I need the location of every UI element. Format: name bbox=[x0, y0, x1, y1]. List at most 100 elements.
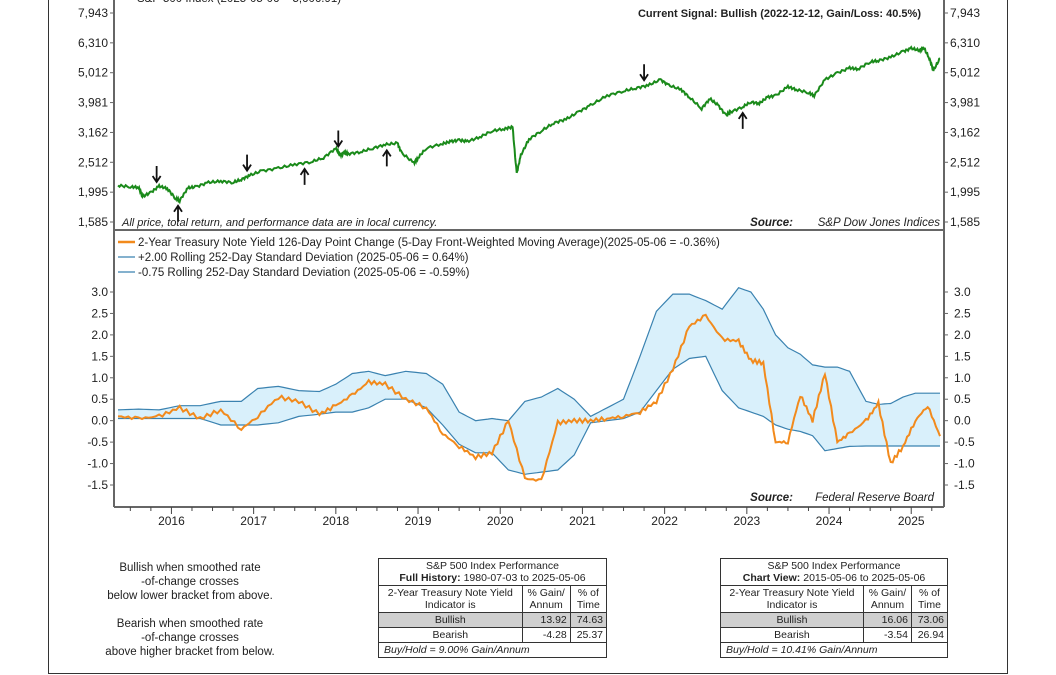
x-tick-label: 2023 bbox=[733, 514, 760, 528]
bearish-note-line: above higher bracket from below. bbox=[90, 645, 290, 659]
y-tick-label: 3,162 bbox=[78, 125, 108, 139]
col-time-header: % ofTime bbox=[911, 586, 947, 613]
y-tick-label: 5,012 bbox=[78, 66, 108, 80]
row-gain: -4.28 bbox=[522, 628, 570, 643]
y-tick-label: 1.0 bbox=[954, 371, 971, 385]
table-row: Bullish 13.92 74.63 bbox=[379, 613, 607, 628]
row-time: 74.63 bbox=[570, 613, 606, 628]
y-tick-label: 1.5 bbox=[91, 349, 108, 363]
sell-signal-arrow bbox=[153, 166, 161, 182]
y-tick-label: 1.0 bbox=[91, 371, 108, 385]
y-tick-label: 1.5 bbox=[954, 349, 971, 363]
col-indicator-header: 2-Year Treasury Note YieldIndicator is bbox=[379, 586, 523, 613]
y-tick-label: 2,512 bbox=[950, 155, 980, 169]
row-label: Bearish bbox=[379, 628, 523, 643]
yield-source-text: Federal Reserve Board bbox=[815, 492, 934, 504]
table-footer: Buy/Hold = 10.41% Gain/Annum bbox=[721, 643, 948, 658]
x-tick-label: 2019 bbox=[405, 514, 432, 528]
y-tick-label: 1,995 bbox=[950, 185, 980, 199]
row-label: Bullish bbox=[379, 613, 523, 628]
bullish-note-line: -of-change crosses bbox=[90, 575, 290, 589]
table-title-cell: S&P 500 Index Performance Full History: … bbox=[379, 559, 607, 586]
row-label: Bearish bbox=[721, 628, 864, 643]
x-tick-label: 2025 bbox=[898, 514, 925, 528]
y-tick-label: 7,943 bbox=[78, 6, 108, 20]
bearish-rule-note: Bearish when smoothed rate -of-change cr… bbox=[90, 617, 290, 659]
y-tick-label: -1.0 bbox=[87, 457, 108, 471]
yield-source-label: Source: bbox=[750, 492, 793, 504]
x-tick-label: 2024 bbox=[816, 514, 843, 528]
yield-legend: 2-Year Treasury Note Yield 126-Day Point… bbox=[118, 237, 720, 279]
bullish-note-line: Bullish when smoothed rate bbox=[90, 561, 290, 575]
x-tick-label: 2016 bbox=[158, 514, 185, 528]
row-time: 73.06 bbox=[911, 613, 947, 628]
y-tick-label: 3,981 bbox=[950, 96, 980, 110]
sell-signal-arrow bbox=[243, 155, 251, 171]
row-time: 26.94 bbox=[911, 628, 947, 643]
y-tick-label: -1.5 bbox=[87, 478, 108, 492]
col-indicator-header: 2-Year Treasury Note YieldIndicator is bbox=[721, 586, 864, 613]
table-row: Bullish 16.06 73.06 bbox=[721, 613, 948, 628]
buy-signal-arrow bbox=[383, 150, 391, 166]
bullish-note-line: below lower bracket from above. bbox=[90, 589, 290, 603]
bearish-note-line: Bearish when smoothed rate bbox=[90, 617, 290, 631]
y-tick-label: 0.5 bbox=[91, 392, 108, 406]
y-tick-label: 6,310 bbox=[950, 36, 980, 50]
table-title: S&P 500 Index Performance bbox=[724, 560, 944, 572]
y-tick-label: 3.0 bbox=[91, 285, 108, 299]
y-tick-label: -1.5 bbox=[954, 478, 975, 492]
table-row: Bearish -4.28 25.37 bbox=[379, 628, 607, 643]
col-time-header: % ofTime bbox=[570, 586, 606, 613]
buy-signal-arrow bbox=[739, 113, 747, 129]
y-tick-label: -0.5 bbox=[954, 435, 975, 449]
y-tick-label: 2.0 bbox=[954, 328, 971, 342]
chart-view-table: S&P 500 Index Performance Chart View: 20… bbox=[720, 558, 948, 658]
table-range-value: 1980-07-03 to 2025-05-06 bbox=[464, 572, 586, 584]
table-footer: Buy/Hold = 9.00% Gain/Annum bbox=[379, 643, 607, 658]
price-panel: S&P 500 Index (2025-05-06 = 5,606.91) Cu… bbox=[78, 0, 980, 230]
price-source-label: Source: bbox=[750, 217, 793, 229]
price-source-text: S&P Dow Jones Indices bbox=[818, 217, 941, 229]
row-gain: 13.92 bbox=[522, 613, 570, 628]
price-title: S&P 500 Index (2025-05-06 = 5,606.91) bbox=[137, 0, 341, 5]
table-range-label: Full History: bbox=[399, 572, 460, 584]
yield-panel: 2-Year Treasury Note Yield 126-Day Point… bbox=[87, 230, 975, 528]
x-tick-label: 2017 bbox=[240, 514, 267, 528]
std-dev-band bbox=[118, 288, 940, 475]
legend-label: +2.00 Rolling 252-Day Standard Deviation… bbox=[138, 252, 469, 264]
table-range-label: Chart View: bbox=[743, 572, 801, 584]
table-title-cell: S&P 500 Index Performance Chart View: 20… bbox=[721, 559, 948, 586]
table-row: Bearish -3.54 26.94 bbox=[721, 628, 948, 643]
sell-signal-arrow bbox=[640, 64, 648, 80]
y-tick-label: 6,310 bbox=[78, 36, 108, 50]
currency-footnote: All price, total return, and performance… bbox=[121, 217, 437, 229]
chart-canvas: S&P 500 Index (2025-05-06 = 5,606.91) Cu… bbox=[0, 0, 1056, 540]
x-tick-label: 2020 bbox=[487, 514, 514, 528]
row-gain: -3.54 bbox=[863, 628, 911, 643]
y-tick-label: 0.0 bbox=[954, 414, 971, 428]
y-tick-label: 1,585 bbox=[78, 215, 108, 229]
x-tick-label: 2021 bbox=[569, 514, 596, 528]
row-gain: 16.06 bbox=[863, 613, 911, 628]
y-tick-label: -1.0 bbox=[954, 457, 975, 471]
table-range-value: 2015-05-06 to 2025-05-06 bbox=[803, 572, 925, 584]
full-history-table: S&P 500 Index Performance Full History: … bbox=[378, 558, 607, 658]
x-tick-label: 2022 bbox=[651, 514, 678, 528]
y-tick-label: 1,585 bbox=[950, 215, 980, 229]
y-tick-label: 0.5 bbox=[954, 392, 971, 406]
row-time: 25.37 bbox=[570, 628, 606, 643]
col-gain-header: % Gain/Annum bbox=[522, 586, 570, 613]
y-tick-label: 2,512 bbox=[78, 155, 108, 169]
col-gain-header: % Gain/Annum bbox=[863, 586, 911, 613]
y-tick-label: 2.5 bbox=[954, 306, 971, 320]
price-series-line bbox=[118, 47, 940, 202]
y-tick-label: 2.0 bbox=[91, 328, 108, 342]
buy-signal-arrow bbox=[301, 169, 309, 185]
y-tick-label: 5,012 bbox=[950, 66, 980, 80]
y-tick-label: 1,995 bbox=[78, 185, 108, 199]
y-tick-label: 3,162 bbox=[950, 125, 980, 139]
x-tick-label: 2018 bbox=[322, 514, 349, 528]
y-tick-label: 3,981 bbox=[78, 96, 108, 110]
y-tick-label: 0.0 bbox=[91, 414, 108, 428]
table-title: S&P 500 Index Performance bbox=[382, 560, 603, 572]
